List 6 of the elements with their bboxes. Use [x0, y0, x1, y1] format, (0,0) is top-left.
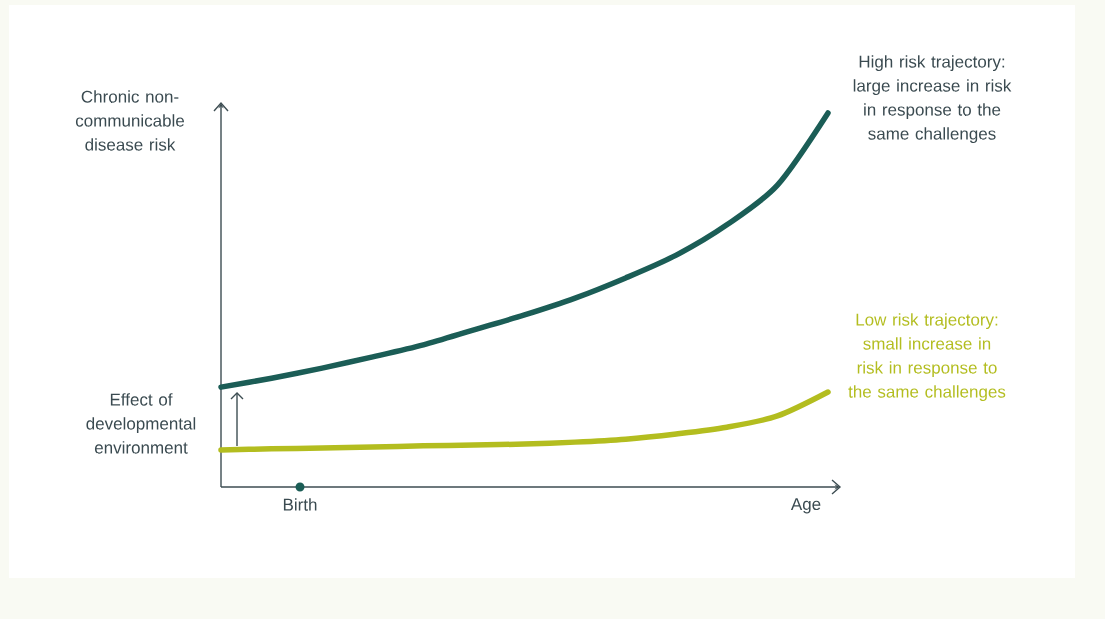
text: Birth	[283, 498, 317, 511]
text: Effect of developmental environment	[86, 393, 196, 454]
series-label: Low risk trajectory: small increase in risk in response to the same challenges	[848, 313, 1006, 402]
x-axis-title: Age	[790, 498, 821, 514]
y-axis-title: Chronic non-communicable disease risk	[75, 90, 185, 151]
series-label: High risk trajectory: large increase in risk in response to the same challenges	[853, 55, 1012, 144]
